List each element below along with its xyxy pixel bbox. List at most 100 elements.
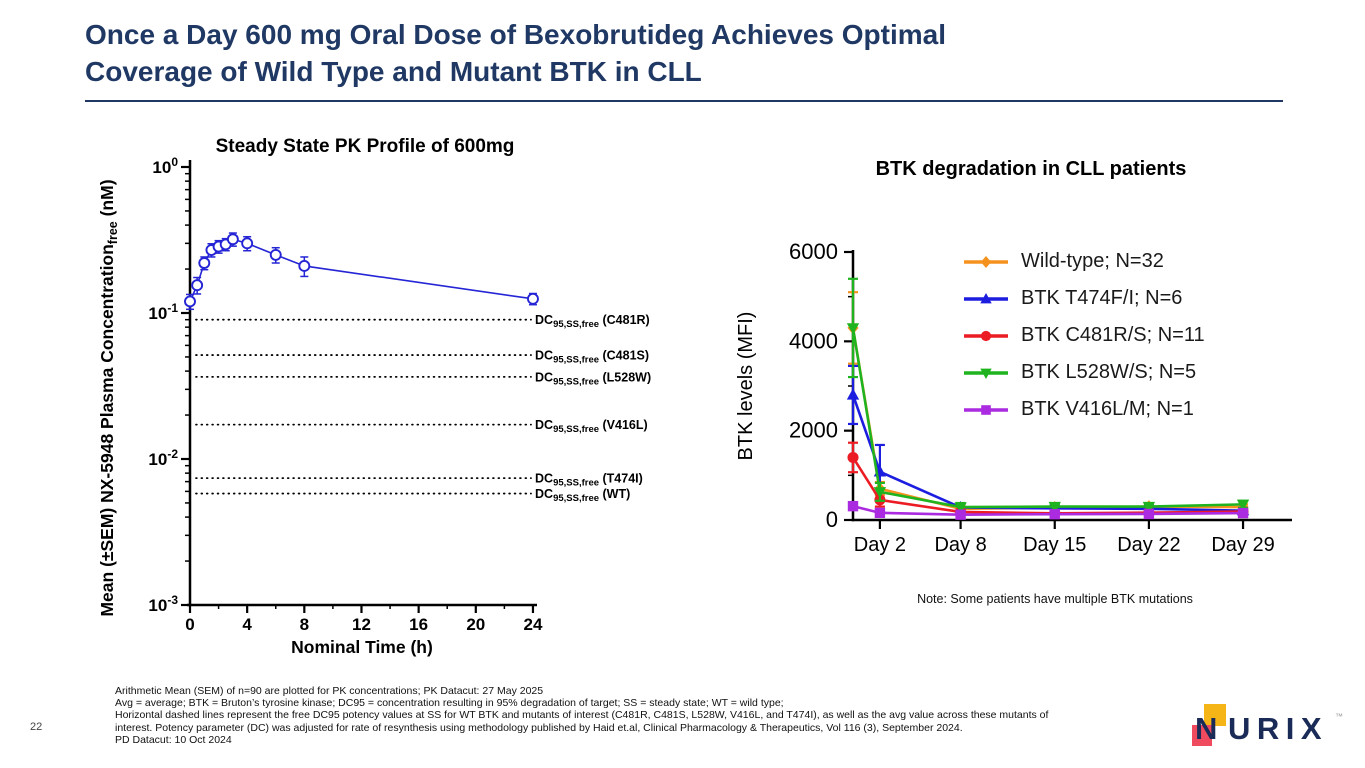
btk-xtick-label: Day 15: [1023, 534, 1086, 556]
circle-marker: [980, 330, 992, 341]
pk-chart-title: Steady State PK Profile of 600mg: [215, 136, 515, 157]
triangle-up-marker: [980, 292, 992, 303]
square-marker: [847, 500, 859, 512]
square-marker: [955, 509, 966, 520]
logo-pink-square: [1192, 725, 1212, 746]
pk-chart: 100 10-1 10-2 10-3 0 4 8 12 16 20 24 Nominal Time (…: [97, 155, 651, 657]
pk-data-point: [269, 248, 282, 261]
triangle-down-marker: [873, 487, 887, 499]
btk-note: Note: Some patients have multiple BTK mu…: [917, 592, 1193, 606]
legend-row: Wild-type; N=32: [963, 243, 1205, 280]
pk-ytick-label: 10-2: [148, 447, 178, 469]
btk-ytick-label: 4000: [789, 328, 838, 353]
btk-yaxis-title: BTK levels (MFI): [735, 312, 757, 461]
dc95-label: DC95,SS,free (C481S): [535, 349, 649, 366]
pk-xtick-label: 24: [523, 615, 542, 634]
legend-label: BTK L528W/S; N=5: [1021, 361, 1197, 383]
footnote-line: Horizontal dashed lines represent the fr…: [115, 709, 1049, 722]
legend-marker: [964, 255, 1008, 268]
legend-label: BTK T474F/I; N=6: [1021, 287, 1183, 309]
diamond-marker: [980, 255, 992, 268]
btk-xtick-label: Day 29: [1211, 534, 1274, 556]
square-marker: [981, 404, 991, 415]
legend-label: BTK V416L/M; N=1: [1021, 398, 1194, 420]
legend-label: BTK C481R/S; N=11: [1021, 324, 1205, 346]
logo-letters-urix: URIX: [1228, 711, 1329, 746]
slide-title: Once a Day 600 mg Oral Dose of Bexobruti…: [85, 16, 1235, 90]
pk-data-point: [527, 292, 539, 305]
pk-curve: [189, 238, 534, 302]
legend-marker: [964, 404, 1008, 415]
pk-xtick-label: 16: [409, 615, 428, 634]
pk-data-point: [184, 295, 196, 308]
square-marker: [1049, 508, 1060, 520]
pk-ytick-label: 100: [152, 155, 178, 177]
pk-xtick-label: 8: [300, 615, 309, 634]
pk-data-point: [191, 279, 204, 292]
dc95-label: DC95,SS,free (WT): [535, 487, 630, 504]
legend-marker: [964, 330, 1008, 341]
pk-xtick-label: 12: [352, 615, 371, 634]
btk-series-line: [851, 456, 1244, 515]
footnote-line: Arithmetic Mean (SEM) of n=90 are plotte…: [115, 685, 544, 697]
btk-series: [847, 500, 1249, 520]
triangle-down-marker: [1236, 499, 1250, 511]
slide-title-line-1: Once a Day 600 mg Oral Dose of Bexobruti…: [85, 19, 947, 50]
legend-label: Wild-type; N=32: [1021, 250, 1164, 272]
square-marker: [1237, 507, 1249, 519]
btk-chart-title: BTK degradation in CLL patients: [875, 158, 1187, 180]
legend-row: BTK T474F/I; N=6: [963, 280, 1205, 317]
slide-title-line-2: Coverage of Wild Type and Mutant BTK in …: [85, 56, 702, 87]
legend-row: BTK C481R/S; N=11: [963, 317, 1205, 354]
btk-ytick-label: 2000: [789, 418, 838, 443]
triangle-down-marker: [1048, 501, 1061, 514]
btk-ytick-label: 6000: [789, 239, 838, 264]
triangle-up-marker: [846, 388, 860, 400]
logo-letter-n: N: [1195, 711, 1218, 746]
footnote-line: interest. Potency parameter (DC) was adj…: [115, 721, 963, 734]
triangle-down-marker: [1142, 501, 1156, 514]
pk-data-point: [298, 260, 311, 272]
legend-row: BTK V416L/M; N=1: [963, 391, 1205, 428]
dc95-label: DC95,SS,free (L528W): [535, 370, 651, 387]
btk-legend: Wild-type; N=32 BTK T474F/I; N=6 BTK C481R…: [963, 243, 1205, 428]
triangle-down-marker: [846, 323, 860, 335]
legend-marker: [964, 368, 1008, 379]
btk-series-line: [851, 327, 1244, 509]
footnotes: Arithmetic Mean (SEM) of n=90 are plotte…: [115, 685, 1048, 746]
legend-row: BTK L528W/S; N=5: [963, 354, 1205, 391]
dc95-label: DC95,SS,free (T474I): [535, 472, 643, 489]
footnote-line: Avg = average; BTK = Bruton’s tyrosine k…: [115, 697, 784, 710]
pk-data-point: [226, 233, 239, 246]
logo-trademark: ™: [1335, 712, 1343, 721]
btk-xtick-label: Day 8: [934, 534, 986, 556]
pk-ytick-label: 10-3: [148, 593, 178, 615]
pk-xtick-label: 4: [242, 615, 252, 634]
nurix-logo: N URIX ™: [1192, 700, 1352, 752]
dc95-label: DC95,SS,free (C481R): [535, 313, 650, 330]
pk-data-point: [198, 257, 211, 269]
pk-data-point: [241, 237, 254, 250]
pk-ytick-label: 10-1: [148, 301, 178, 323]
btk-chart: 0 2000 4000 6000 Day 2 Day 8 Day 15 Day 22 Day 2…: [735, 239, 1292, 556]
pk-xaxis-title: Nominal Time (h): [291, 637, 433, 657]
pk-xtick-label: 0: [185, 615, 194, 634]
logo-yellow-square: [1204, 704, 1226, 726]
btk-xtick-label: Day 22: [1117, 534, 1180, 556]
btk-ytick-label: 0: [826, 507, 838, 532]
title-divider: [85, 100, 1283, 102]
footnote-line: PD Datacut: 10 Oct 2024: [115, 733, 232, 746]
triangle-down-marker: [954, 502, 967, 514]
page-number: 22: [30, 721, 43, 733]
legend-marker: [964, 292, 1008, 303]
btk-xtick-label: Day 2: [854, 534, 906, 556]
square-marker: [1143, 508, 1155, 520]
triangle-down-marker: [980, 368, 992, 379]
pk-xtick-label: 20: [466, 615, 485, 634]
square-marker: [874, 507, 886, 519]
dc95-label: DC95,SS,free (V416L): [535, 418, 648, 435]
pk-yaxis-title: Mean (±SEM) NX-5948 Plasma Concentration…: [97, 179, 120, 616]
circle-marker: [847, 451, 859, 463]
